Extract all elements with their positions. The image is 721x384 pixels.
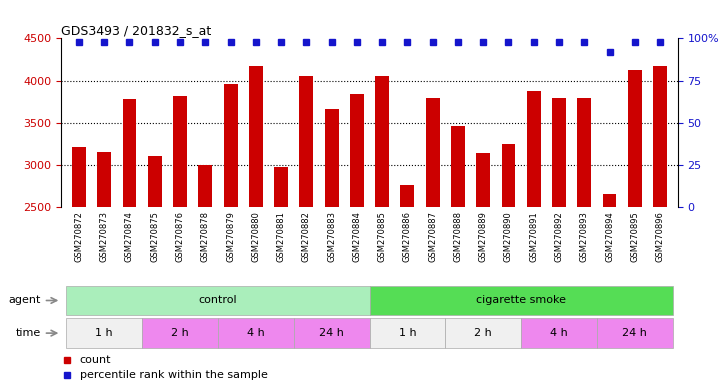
Text: GSM270873: GSM270873	[99, 211, 109, 262]
Bar	[293, 318, 370, 348]
Bar	[97, 152, 111, 384]
Text: GSM270888: GSM270888	[454, 211, 462, 262]
Bar	[249, 66, 262, 384]
Text: 1 h: 1 h	[95, 328, 113, 338]
Bar	[72, 147, 86, 384]
Bar	[527, 91, 541, 384]
Bar	[224, 84, 237, 384]
Bar	[148, 156, 162, 384]
Bar	[446, 318, 521, 348]
Bar	[653, 66, 667, 384]
Bar	[628, 70, 642, 384]
Text: 2 h: 2 h	[474, 328, 492, 338]
Text: control: control	[198, 295, 237, 306]
Bar	[425, 98, 440, 384]
Text: GSM270890: GSM270890	[504, 211, 513, 262]
Text: cigarette smoke: cigarette smoke	[476, 295, 566, 306]
Bar	[603, 194, 616, 384]
Bar	[299, 76, 314, 384]
Text: GSM270896: GSM270896	[655, 211, 665, 262]
Bar	[370, 286, 673, 315]
Text: 24 h: 24 h	[622, 328, 647, 338]
Bar	[218, 318, 293, 348]
Text: GSM270880: GSM270880	[252, 211, 260, 262]
Bar	[375, 76, 389, 384]
Text: 4 h: 4 h	[247, 328, 265, 338]
Bar	[66, 318, 142, 348]
Text: GSM270892: GSM270892	[554, 211, 564, 262]
Bar	[66, 286, 370, 315]
Text: GSM270879: GSM270879	[226, 211, 235, 262]
Bar	[350, 94, 364, 384]
Text: agent: agent	[9, 295, 41, 306]
Text: GSM270884: GSM270884	[353, 211, 361, 262]
Text: GSM270887: GSM270887	[428, 211, 437, 262]
Text: GSM270872: GSM270872	[74, 211, 84, 262]
Text: time: time	[16, 328, 41, 338]
Bar	[173, 96, 187, 384]
Text: GSM270874: GSM270874	[125, 211, 134, 262]
Text: GSM270885: GSM270885	[378, 211, 386, 262]
Bar	[198, 165, 212, 384]
Bar	[123, 99, 136, 384]
Bar	[502, 144, 516, 384]
Bar	[477, 153, 490, 384]
Bar	[142, 318, 218, 348]
Bar	[578, 98, 591, 384]
Text: GSM270889: GSM270889	[479, 211, 487, 262]
Text: GSM270881: GSM270881	[277, 211, 286, 262]
Text: GSM270891: GSM270891	[529, 211, 539, 262]
Text: GSM270882: GSM270882	[302, 211, 311, 262]
Bar	[274, 167, 288, 384]
Bar	[324, 109, 339, 384]
Text: GSM270893: GSM270893	[580, 211, 589, 262]
Bar	[552, 98, 566, 384]
Bar	[370, 318, 446, 348]
Text: percentile rank within the sample: percentile rank within the sample	[80, 370, 267, 381]
Text: GDS3493 / 201832_s_at: GDS3493 / 201832_s_at	[61, 24, 211, 37]
Text: count: count	[80, 355, 111, 365]
Text: 2 h: 2 h	[171, 328, 189, 338]
Text: GSM270894: GSM270894	[605, 211, 614, 262]
Text: 24 h: 24 h	[319, 328, 344, 338]
Bar	[597, 318, 673, 348]
Text: GSM270875: GSM270875	[150, 211, 159, 262]
Bar	[521, 318, 597, 348]
Text: GSM270878: GSM270878	[200, 211, 210, 262]
Text: 4 h: 4 h	[550, 328, 568, 338]
Text: GSM270886: GSM270886	[403, 211, 412, 262]
Bar	[400, 185, 415, 384]
Bar	[451, 126, 465, 384]
Text: GSM270883: GSM270883	[327, 211, 336, 262]
Text: GSM270895: GSM270895	[630, 211, 640, 262]
Text: GSM270876: GSM270876	[175, 211, 185, 262]
Text: 1 h: 1 h	[399, 328, 416, 338]
